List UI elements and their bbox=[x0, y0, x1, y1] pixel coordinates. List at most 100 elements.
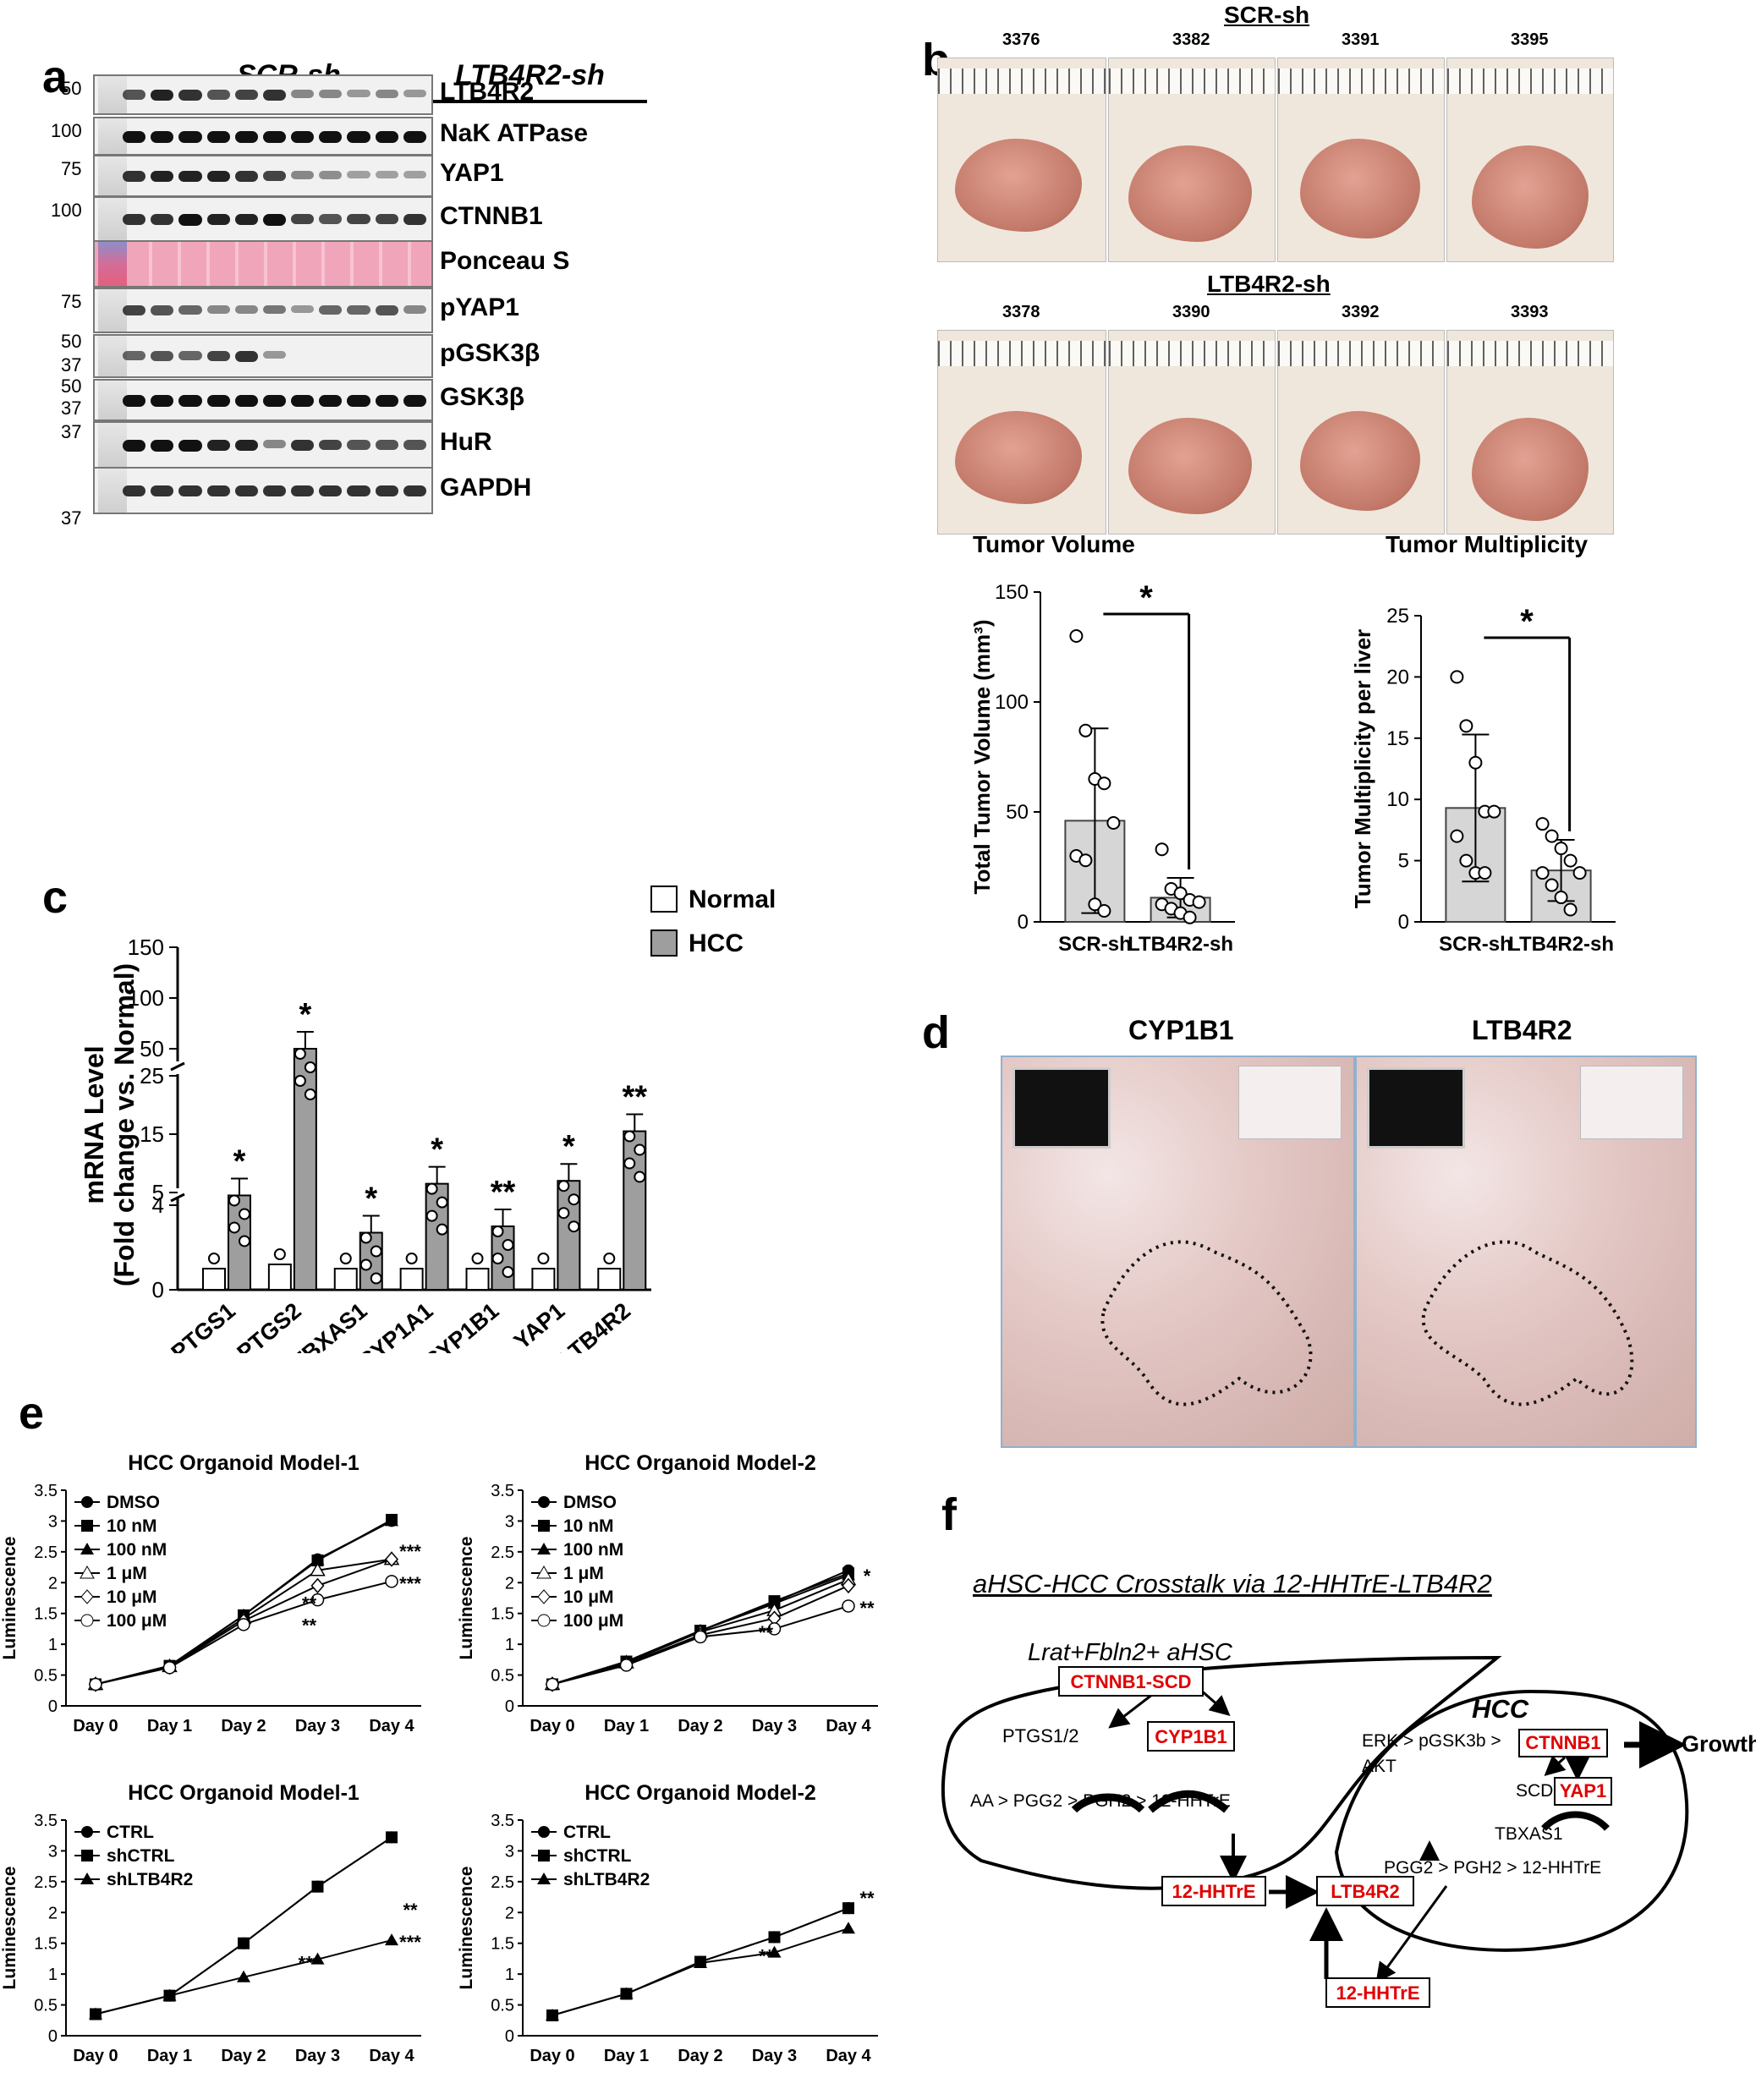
blot-band bbox=[347, 485, 370, 496]
y-tick-label: 15 bbox=[1386, 727, 1409, 750]
legend-label-normal: Normal bbox=[689, 886, 776, 913]
blot-band bbox=[403, 305, 426, 314]
caption-tumor-multiplicity: Tumor Multiplicity bbox=[1386, 531, 1589, 557]
data-point bbox=[425, 1209, 438, 1222]
data-point bbox=[294, 1048, 306, 1060]
legend-marker bbox=[81, 1850, 93, 1861]
legend-marker bbox=[538, 1850, 550, 1861]
x-tick-label: Day 4 bbox=[369, 1717, 414, 1735]
x-tick-label: PTGS1 bbox=[167, 1298, 240, 1353]
legend-label: 10 nM bbox=[107, 1516, 157, 1536]
y-axis-label: Luminescence bbox=[0, 1537, 19, 1660]
data-point bbox=[1069, 629, 1084, 643]
mw-marker: 50 bbox=[61, 78, 82, 99]
data-point bbox=[359, 1258, 372, 1271]
ladder-lane bbox=[98, 423, 127, 467]
blot-label: pYAP1 bbox=[440, 293, 519, 321]
legend-label: 10 nM bbox=[563, 1516, 614, 1536]
y-tick-label: 150 bbox=[995, 581, 1029, 604]
y-tick-label: 3.5 bbox=[491, 1812, 514, 1830]
blot-band bbox=[206, 395, 230, 407]
blot-band bbox=[319, 214, 343, 224]
legend-label: CTRL bbox=[107, 1823, 154, 1842]
axis-break bbox=[170, 1061, 185, 1072]
y-tick-label: 0 bbox=[1398, 911, 1409, 934]
ihc-image-ltb4r2 bbox=[1355, 1055, 1697, 1448]
y-tick-label: 3.5 bbox=[491, 1482, 514, 1500]
blot-band bbox=[403, 171, 426, 178]
legend-label: 100 μM bbox=[107, 1611, 167, 1631]
data-point bbox=[237, 1970, 250, 1982]
x-tick-label: Day 3 bbox=[752, 1717, 797, 1735]
x-tick-label: Day 4 bbox=[826, 2047, 871, 2065]
y-axis-label: Luminescence bbox=[457, 1867, 476, 1990]
y-tick-label: 2.5 bbox=[491, 1543, 514, 1562]
y-tick-label: 4 bbox=[152, 1193, 164, 1218]
data-point bbox=[386, 1831, 398, 1844]
y-tick-label: 2 bbox=[48, 1574, 58, 1593]
x-tick-label: Day 2 bbox=[678, 1717, 722, 1735]
data-point bbox=[1535, 817, 1550, 831]
y-axis-label-2: (Fold change vs. Normal) bbox=[109, 963, 140, 1286]
blot-ltb4r2 bbox=[93, 74, 433, 115]
y-tick-label: 150 bbox=[128, 935, 164, 960]
y-tick-label: 0 bbox=[505, 2027, 514, 2046]
legend-label: 10 μM bbox=[563, 1587, 614, 1607]
blot-band bbox=[375, 171, 398, 178]
liver-id: 3393 bbox=[1511, 303, 1549, 321]
blot-band bbox=[178, 305, 202, 315]
legend-marker bbox=[80, 1589, 94, 1604]
significance-mark: ** bbox=[302, 1593, 317, 1615]
blot-label: GSK3β bbox=[440, 383, 525, 411]
blot-band bbox=[234, 131, 258, 143]
x-tick-label: Day 3 bbox=[752, 2047, 797, 2065]
data-point bbox=[1155, 842, 1169, 857]
node-scd: SCD bbox=[1516, 1781, 1554, 1801]
x-tick-label: Day 4 bbox=[369, 2047, 414, 2065]
blot-band bbox=[319, 131, 343, 143]
ladder-lane bbox=[98, 242, 127, 286]
diagram-title: aHSC-HCC Crosstalk via 12-HHTrE-LTB4R2 bbox=[973, 1569, 1492, 1598]
liver-specimen bbox=[1472, 418, 1589, 521]
data-point bbox=[842, 1577, 855, 1594]
y-axis-label: mRNA Level bbox=[85, 1045, 109, 1204]
ihc-overview bbox=[1580, 1066, 1683, 1139]
series-line bbox=[551, 1927, 849, 2016]
blot-band bbox=[206, 440, 230, 452]
blot-band bbox=[123, 485, 146, 496]
mw-marker: 37 bbox=[61, 507, 82, 529]
blot-hur bbox=[93, 421, 433, 469]
significance-mark: ** bbox=[302, 1615, 317, 1637]
legend-label: CTRL bbox=[563, 1823, 611, 1842]
liver-id: 3395 bbox=[1511, 30, 1549, 49]
y-tick-label: 1 bbox=[48, 1636, 58, 1654]
data-point bbox=[405, 1253, 418, 1264]
blot-gsk3- bbox=[93, 379, 433, 421]
data-point bbox=[1545, 878, 1559, 892]
liver-photo bbox=[937, 330, 1106, 535]
blot-band bbox=[234, 305, 258, 314]
legend-marker bbox=[538, 1826, 550, 1838]
liver-id: 3382 bbox=[1172, 30, 1210, 49]
significance-star: * bbox=[233, 1143, 246, 1179]
ladder-lane bbox=[98, 289, 127, 332]
bar-normal bbox=[531, 1268, 556, 1291]
y-tick-label: 2 bbox=[505, 1904, 514, 1922]
blot-band bbox=[403, 395, 426, 407]
chart-title: HCC Organoid Model-1 bbox=[128, 1781, 359, 1805]
data-point bbox=[436, 1223, 448, 1236]
legend-marker bbox=[537, 1872, 551, 1884]
blot-band bbox=[291, 395, 315, 407]
data-point bbox=[310, 1553, 325, 1565]
blot-band bbox=[347, 131, 370, 143]
data-point bbox=[237, 1618, 250, 1631]
legend-marker bbox=[81, 1520, 93, 1532]
x-tick-label: Day 4 bbox=[826, 1717, 871, 1735]
node-growth: Growth bbox=[1682, 1731, 1756, 1757]
data-point bbox=[767, 1945, 782, 1958]
cell-label-hcc: HCC bbox=[1472, 1694, 1529, 1724]
cell-label-ahsc: Lrat+Fbln2+ aHSC bbox=[1028, 1639, 1232, 1666]
blot-band bbox=[291, 440, 315, 451]
x-tick-label: TBXAS1 bbox=[287, 1298, 372, 1353]
data-point bbox=[310, 1577, 325, 1594]
